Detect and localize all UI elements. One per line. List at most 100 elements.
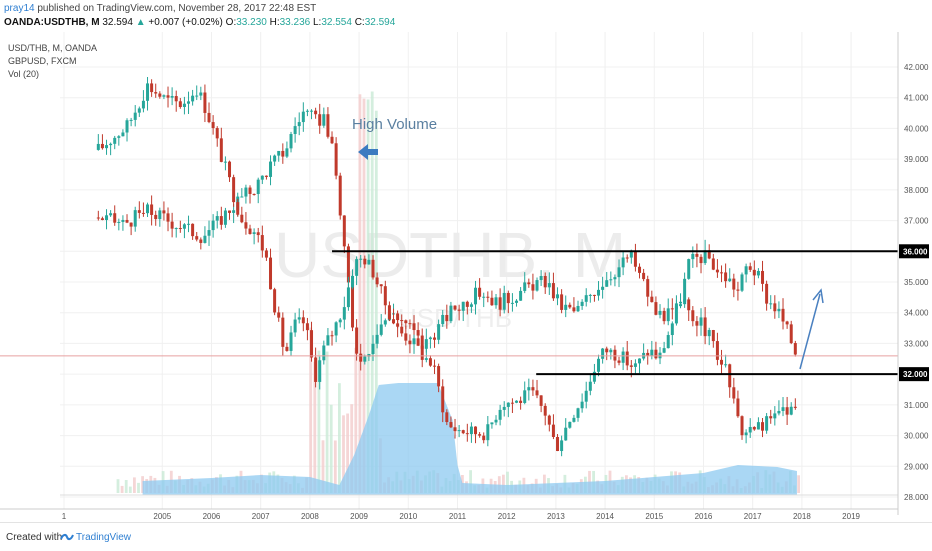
legend-entry: USD/THB, M, OANDA <box>8 43 97 53</box>
gbpusd-candle <box>273 155 277 162</box>
usdthb-candle <box>367 259 371 265</box>
gbpusd-candle <box>182 224 186 229</box>
gbpusd-candle <box>457 309 461 311</box>
volume-bar <box>116 479 120 493</box>
usdthb-candle <box>330 335 334 337</box>
gbpusd-candle <box>326 114 330 137</box>
usdthb-candle <box>289 332 293 351</box>
footer: Created with TradingView <box>0 522 932 551</box>
gbpusd-candle <box>756 422 760 430</box>
gbpusd-candle <box>445 314 449 322</box>
gbpusd-candle <box>761 422 765 431</box>
usdthb-candle <box>695 253 699 257</box>
usdthb-candle <box>408 340 412 345</box>
gbpusd-candle <box>383 320 387 325</box>
gbpusd-candle <box>154 214 158 220</box>
usdthb-candle <box>314 357 318 382</box>
gbpusd-candle <box>252 193 256 195</box>
gbpusd-candle <box>232 210 236 213</box>
gbpusd-candle <box>609 279 613 281</box>
gbpusd-candle <box>359 353 363 362</box>
gbpusd-candle <box>301 111 305 123</box>
usdthb-candle <box>256 232 260 236</box>
usdthb-candle <box>383 286 387 306</box>
volume-bar <box>133 477 136 493</box>
volume-bar <box>325 351 329 493</box>
gbpusd-candle <box>174 228 178 230</box>
created-with-text: Created with <box>6 532 63 543</box>
gbpusd-candle <box>441 314 445 325</box>
level-label-box <box>899 367 929 382</box>
usdthb-candle <box>125 120 129 133</box>
usdthb-candle <box>715 269 719 273</box>
y-tick-label: 28.000 <box>904 493 929 502</box>
usdthb-candle <box>527 387 531 391</box>
usdthb-candle <box>777 308 781 312</box>
usdthb-candle <box>351 275 355 288</box>
chart-area[interactable]: USDTHB, M USD/THB 28.000 29.000 30.000 31.000… <box>0 32 932 522</box>
gbpusd-candle <box>264 175 268 177</box>
usdthb-candle <box>707 250 711 259</box>
up-triangle-icon: ▲ <box>135 17 146 28</box>
gbpusd-candle <box>461 301 465 311</box>
volume-bar <box>366 99 370 493</box>
watermark-symbol: USDTHB, M <box>274 219 626 291</box>
gbpusd-candle <box>305 110 309 112</box>
volume-bar <box>797 475 800 493</box>
high-volume-annotation: High Volume <box>352 116 437 133</box>
usdthb-candle <box>412 338 416 345</box>
symbol-label: OANDA:USDTHB, M <box>4 17 100 28</box>
usdthb-candle <box>182 103 186 107</box>
gbpusd-candle <box>658 310 662 315</box>
volume-bar <box>362 98 366 494</box>
usdthb-candle <box>240 214 244 223</box>
username[interactable]: pray14 <box>4 3 35 14</box>
usdthb-candle <box>629 365 633 367</box>
gbpusd-candle <box>314 110 318 115</box>
tradingview-brand[interactable]: TradingView <box>76 532 132 543</box>
usdthb-candle <box>633 363 637 367</box>
low-label: L: <box>312 17 322 28</box>
usdthb-candle <box>646 352 650 356</box>
usdthb-candle <box>191 95 195 102</box>
gbpusd-candle <box>351 282 355 328</box>
x-tick-label: 2019 <box>842 512 860 521</box>
usdthb-candle <box>744 266 748 275</box>
usdthb-candle <box>502 406 506 410</box>
up-arrow-icon <box>812 288 824 304</box>
usdthb-candle <box>310 330 314 358</box>
price-chart[interactable]: USDTHB, MUSD/THB28.00029.00030.00031.000… <box>0 32 932 522</box>
gbpusd-candle <box>728 364 732 388</box>
gbpusd-candle <box>113 213 117 223</box>
y-tick-label: 29.000 <box>904 462 929 471</box>
close-label: C: <box>354 17 365 28</box>
usdthb-candle <box>396 323 400 327</box>
usdthb-candle <box>305 323 309 331</box>
usdthb-candle <box>215 128 219 139</box>
gbpusd-candle <box>203 235 207 243</box>
usdthb-candle <box>420 345 424 360</box>
usdthb-candle <box>605 348 609 353</box>
gbpusd-candle <box>556 294 560 299</box>
usdthb-candle <box>769 303 773 305</box>
gbpusd-candle <box>781 407 785 411</box>
x-tick-label: 2012 <box>498 512 516 521</box>
gbpusd-candle <box>531 284 535 291</box>
usdthb-candle <box>560 440 564 452</box>
gbpusd-candle <box>691 310 695 322</box>
gbpusd-candle <box>642 272 646 280</box>
gbpusd-candle <box>748 426 752 433</box>
usdthb-candle <box>178 101 182 107</box>
usdthb-candle <box>375 277 379 285</box>
usdthb-candle <box>109 143 113 146</box>
gbpusd-candle <box>613 277 617 280</box>
x-tick-label: 2006 <box>203 512 221 521</box>
gbpusd-candle <box>310 110 314 112</box>
last-price: 32.594 <box>102 17 133 28</box>
gbpusd-candle <box>146 204 150 214</box>
y-tick-label: 31.000 <box>904 401 929 410</box>
usdthb-candle <box>105 145 109 149</box>
gbpusd-candle <box>207 230 211 236</box>
gbpusd-candle <box>588 294 592 296</box>
volume-bar <box>321 440 325 493</box>
